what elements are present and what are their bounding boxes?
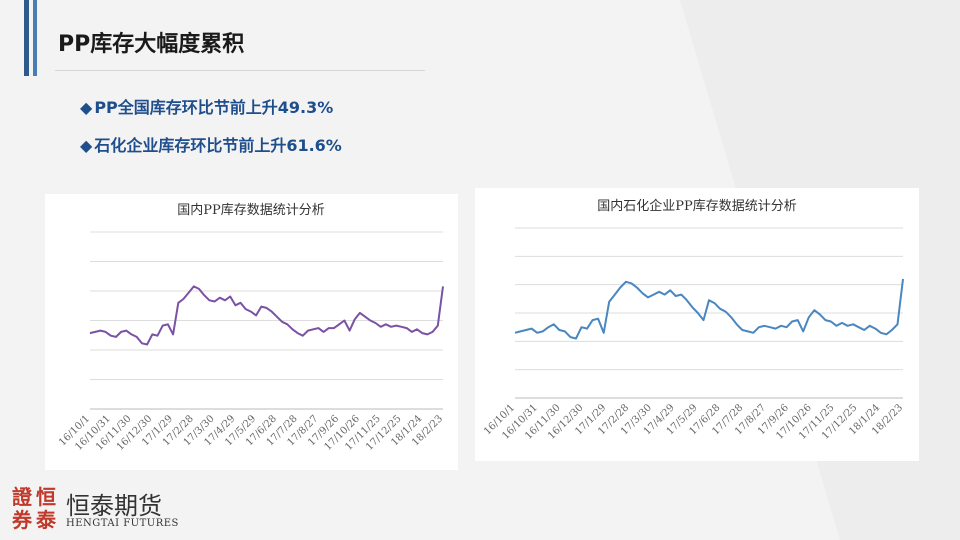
- chart-panel-national: 国内PP库存数据统计分析 16/10/1 16/10/31 16/11/30 16/1…: [45, 194, 458, 470]
- accent-bar: [24, 0, 29, 76]
- logo-seal: 證 恒 券 泰: [10, 486, 58, 532]
- bullet-text: PP全国库存环比节前上升49.3%: [94, 98, 334, 117]
- series-line: [514, 278, 904, 340]
- bullet-1: ◆ PP全国库存环比节前上升49.3%: [80, 94, 333, 118]
- accent-bar-secondary: [33, 0, 37, 76]
- chart-panel-petrochemical: 国内石化企业PP库存数据统计分析 16/10/1 16/10/31 16/11/30…: [475, 188, 919, 461]
- diamond-bullet-icon: ◆: [80, 136, 93, 155]
- national-pp-inventory-chart: 国内PP库存数据统计分析 16/10/116/10/3116/11/3016/1…: [57, 202, 445, 453]
- bullet-text: 石化企业库存环比节前上升61.6%: [94, 136, 342, 155]
- seal-char: 證: [12, 485, 32, 509]
- petrochem-pp-inventory-chart: 国内石化企业PP库存数据统计分析 16/10/116/10/3116/11/30…: [482, 198, 905, 442]
- company-name-cn: 恒泰期货: [66, 492, 162, 520]
- diamond-bullet-icon: ◆: [80, 98, 93, 117]
- bullet-2: ◆ 石化企业库存环比节前上升61.6%: [80, 132, 342, 156]
- company-name-en: HENGTAI FUTURES: [66, 518, 179, 529]
- chart-title: 国内石化企业PP库存数据统计分析: [597, 198, 797, 214]
- series-line: [89, 285, 444, 346]
- title-divider: [55, 70, 425, 71]
- slide-title: PP库存大幅度累积: [58, 32, 245, 57]
- seal-char: 泰: [36, 508, 56, 532]
- chart-title: 国内PP库存数据统计分析: [177, 202, 325, 218]
- seal-char: 券: [12, 508, 32, 532]
- seal-char: 恒: [36, 485, 56, 509]
